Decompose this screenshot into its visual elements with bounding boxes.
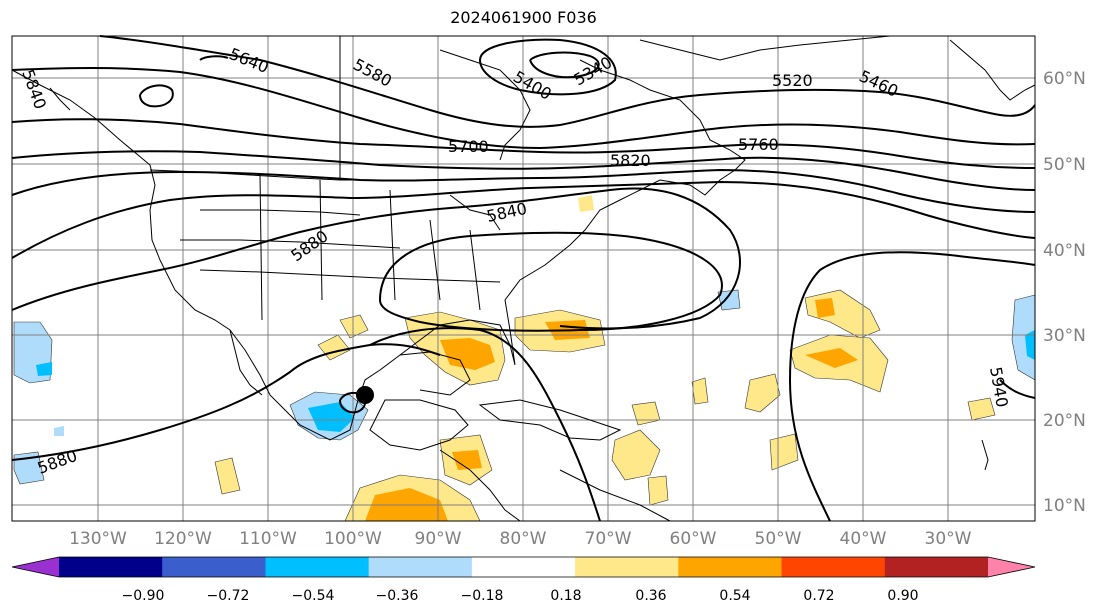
colorbar-extend-low [12,557,59,577]
lon-label: 120°W [154,529,212,549]
negative-anomaly-shading [13,289,1036,485]
lon-label: 90°W [415,529,462,549]
lon-label: 30°W [925,529,972,549]
colorbar-outline [11,556,1036,578]
contour-label: 5760 [738,135,779,154]
lat-label: 30°N [1043,326,1086,346]
lat-label: 50°N [1043,155,1086,175]
grid-lines [12,36,1035,521]
colorbar-tick: −0.18 [461,588,504,604]
contour-label: 5820 [610,151,651,170]
lon-label: 50°W [755,529,802,549]
colorbar-segment [781,557,886,577]
lat-label: 20°N [1043,411,1086,431]
lon-label: 70°W [585,529,632,549]
contour-label: 5700 [448,137,489,156]
height-contours [11,35,1036,522]
colorbar-segment [265,557,370,577]
colorbar-extend-high [988,557,1035,577]
lat-label: 60°N [1043,69,1086,89]
map-title: 2024061900 F036 [450,8,597,27]
map-frame [11,35,1036,522]
lon-label: 110°W [239,529,297,549]
colorbar-tick: −0.54 [292,588,335,604]
colorbar [11,556,1036,578]
longitude-labels: 130°W 120°W 110°W 100°W 90°W 80°W 70°W 6… [69,529,972,549]
colorbar-segment [884,557,989,577]
colorbar-tick: 0.72 [803,588,834,604]
lat-label: 10°N [1043,496,1086,516]
lon-label: 100°W [324,529,382,549]
storm-center-marker [356,386,374,404]
colorbar-tick: 0.18 [550,588,581,604]
latitude-labels: 60°N 50°N 40°N 30°N 20°N 10°N [1043,69,1086,516]
colorbar-tick-labels: −0.90 −0.72 −0.54 −0.36 −0.18 0.18 0.36 … [122,588,919,604]
colorbar-tick: 0.54 [719,588,750,604]
colorbar-tick: 0.90 [887,588,918,604]
colorbar-segment [59,557,163,577]
colorbar-tick: −0.90 [122,588,165,604]
lat-label: 40°N [1043,241,1086,261]
colorbar-segment [678,557,783,577]
colorbar-tick: −0.36 [376,588,419,604]
lon-label: 80°W [500,529,547,549]
contour-label: 5520 [772,71,813,90]
colorbar-segment [162,557,266,577]
colorbar-tick: 0.36 [635,588,666,604]
colorbar-tick: −0.72 [207,588,250,604]
lon-label: 40°W [840,529,887,549]
lon-label: 130°W [69,529,127,549]
lon-label: 60°W [670,529,717,549]
colorbar-segment [575,557,679,577]
colorbar-segment [471,557,576,577]
colorbar-segment [368,557,473,577]
